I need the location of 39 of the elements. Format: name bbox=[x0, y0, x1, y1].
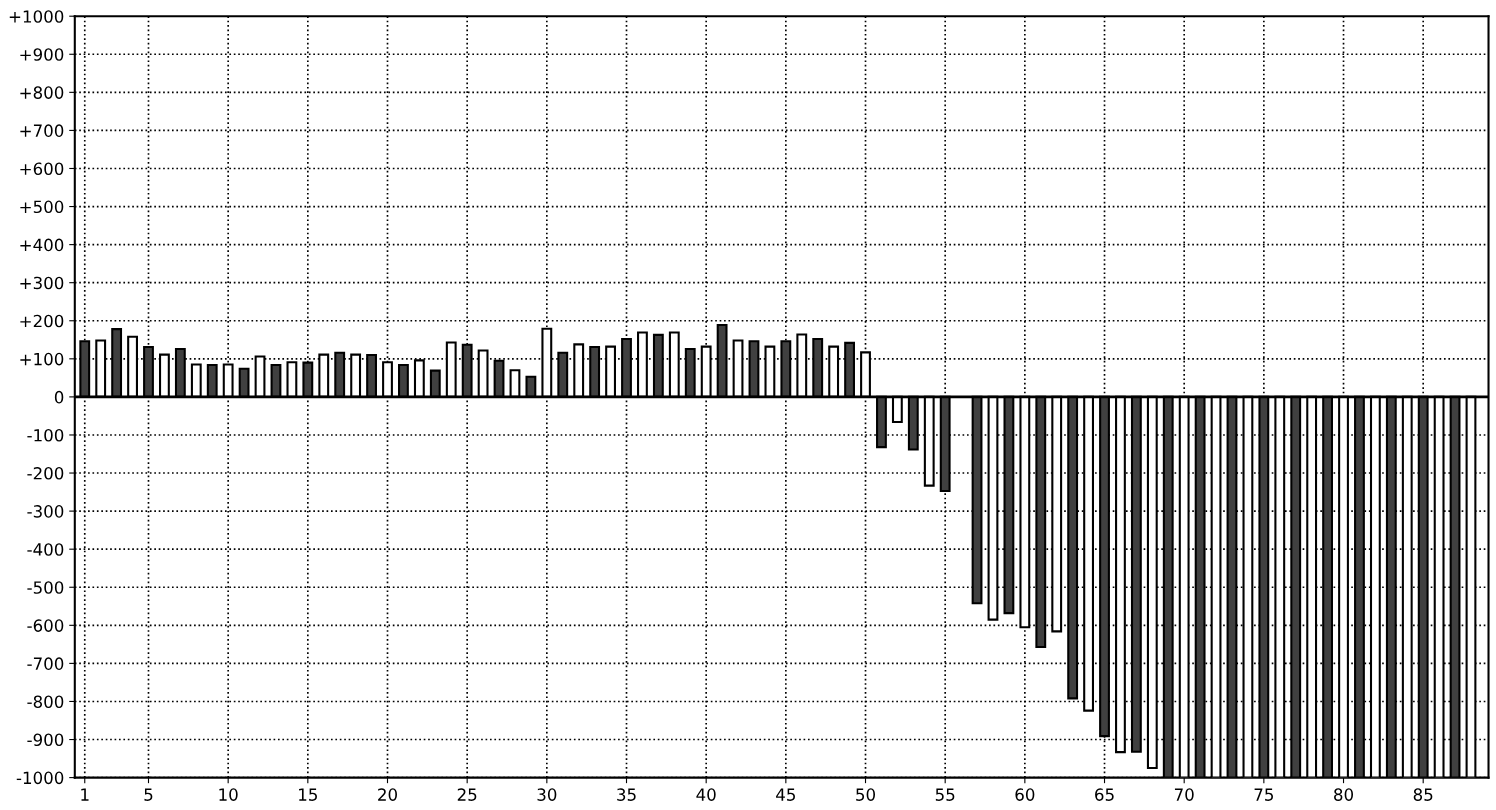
x-tick-label: 5 bbox=[144, 788, 153, 801]
x-tick-label: 25 bbox=[457, 788, 477, 801]
x-tick-label: 20 bbox=[378, 788, 397, 801]
x-tick-label: 45 bbox=[776, 788, 795, 801]
y-tick-label: +700 bbox=[20, 124, 64, 137]
x-tick-label: 85 bbox=[1413, 788, 1433, 801]
y-tick-label: +900 bbox=[20, 48, 64, 61]
y-tick-label: +300 bbox=[20, 276, 64, 290]
x-tick-label: 55 bbox=[935, 788, 955, 801]
y-tick-label: +500 bbox=[20, 200, 64, 214]
x-tick-label: 65 bbox=[1095, 788, 1114, 801]
y-tick-label: +1000 bbox=[9, 10, 64, 23]
x-tick-label: 70 bbox=[1174, 788, 1194, 801]
y-tick-label: -600 bbox=[27, 619, 64, 632]
x-tick-label: 15 bbox=[299, 788, 317, 801]
y-tick-label: +200 bbox=[20, 314, 64, 328]
y-tick-label: +800 bbox=[20, 86, 64, 99]
y-tick-label: -200 bbox=[27, 467, 64, 480]
y-tick-label: -400 bbox=[27, 543, 64, 556]
y-tick-label: +400 bbox=[20, 238, 64, 252]
x-tick-label: 80 bbox=[1334, 788, 1354, 801]
x-tick-label: 10 bbox=[219, 788, 238, 801]
y-tick-label: +600 bbox=[20, 162, 64, 176]
y-tick-label: -1000 bbox=[16, 771, 64, 785]
y-tick-label: -900 bbox=[27, 733, 64, 747]
y-tick-label: 0 bbox=[54, 390, 64, 404]
x-tick-label: 50 bbox=[856, 788, 876, 801]
y-tick-label: -800 bbox=[27, 695, 64, 709]
x-tick-label: 75 bbox=[1254, 788, 1273, 801]
y-tick-label: -700 bbox=[27, 657, 64, 670]
y-tick-label: +100 bbox=[20, 352, 64, 366]
x-tick-label: 1 bbox=[81, 788, 89, 801]
x-tick-label: 30 bbox=[537, 788, 557, 801]
y-tick-label: -300 bbox=[27, 505, 64, 518]
y-tick-label: -500 bbox=[27, 581, 64, 594]
x-tick-label: 40 bbox=[696, 788, 716, 801]
x-tick-label: 35 bbox=[617, 788, 636, 801]
x-tick-label: 60 bbox=[1015, 788, 1035, 801]
y-tick-label: -100 bbox=[27, 428, 64, 442]
